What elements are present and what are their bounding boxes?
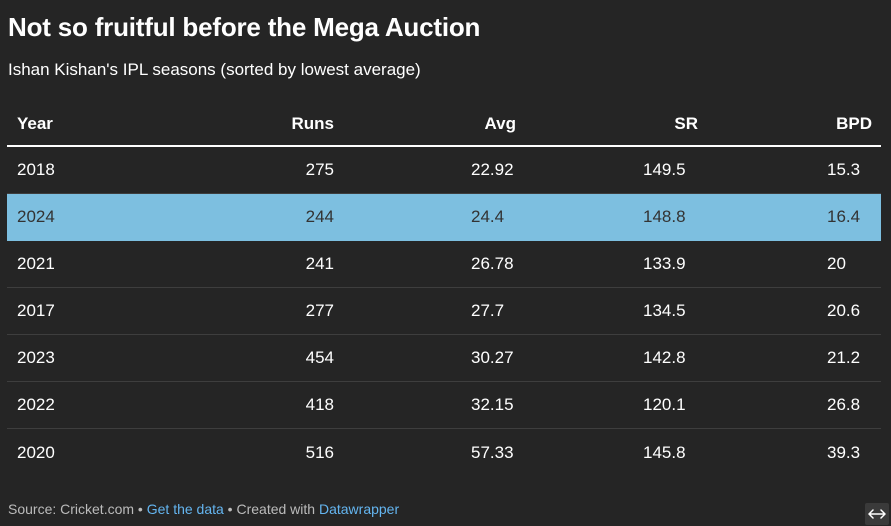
table-row-highlighted: 2024 244 24.4 148.8 16.4 xyxy=(7,194,881,241)
cell-sr: 148.8 xyxy=(643,207,686,226)
cell-bpd: 20 xyxy=(827,254,846,273)
cell-sr: 142.8 xyxy=(643,348,686,367)
cell-runs: 244 xyxy=(305,207,334,226)
column-header-avg[interactable]: Avg xyxy=(484,114,517,133)
cell-bpd: 15.3 xyxy=(827,160,861,179)
footer-separator: • xyxy=(134,501,147,517)
cell-year: 2023 xyxy=(17,348,55,367)
cell-bpd: 21.2 xyxy=(827,348,861,367)
table-row: 2021 241 26.78 133.9 20 xyxy=(7,241,881,288)
cell-avg: 22.92 xyxy=(471,160,514,179)
cell-year: 2017 xyxy=(17,301,55,320)
table-row: 2017 277 27.7 134.5 20.6 xyxy=(7,288,881,335)
cell-bpd: 16.4 xyxy=(827,207,861,226)
table-row: 2020 516 57.33 145.8 39.3 xyxy=(7,429,881,476)
cell-sr: 149.5 xyxy=(643,160,686,179)
column-header-sr[interactable]: SR xyxy=(674,114,698,133)
cell-bpd: 26.8 xyxy=(827,395,861,414)
cell-sr: 134.5 xyxy=(643,301,686,320)
cell-bpd: 20.6 xyxy=(827,301,861,320)
cell-avg: 26.78 xyxy=(471,254,514,273)
table-row: 2022 418 32.15 120.1 26.8 xyxy=(7,382,881,429)
cell-runs: 454 xyxy=(305,348,334,367)
created-with-text: Created with xyxy=(236,501,319,517)
cell-runs: 516 xyxy=(305,442,334,462)
data-table: Year Runs Avg SR BPD 2018 275 22.92 149.… xyxy=(7,103,881,476)
cell-bpd: 39.3 xyxy=(827,442,861,462)
cell-sr: 133.9 xyxy=(643,254,686,273)
column-header-runs[interactable]: Runs xyxy=(291,114,335,133)
source-text: Source: Cricket.com xyxy=(8,501,135,517)
cell-year: 2021 xyxy=(17,254,55,273)
cell-runs: 277 xyxy=(305,301,334,320)
table-header-row: Year Runs Avg SR BPD xyxy=(7,103,881,147)
cell-year: 2024 xyxy=(17,207,55,226)
cell-year: 2018 xyxy=(17,160,55,179)
table-row: 2023 454 30.27 142.8 21.2 xyxy=(7,335,881,382)
cell-avg: 32.15 xyxy=(471,395,514,414)
cell-avg: 27.7 xyxy=(471,301,505,320)
cell-runs: 275 xyxy=(305,160,334,179)
footer-separator: • xyxy=(223,501,237,517)
chart-footer: Source: Cricket.com • Get the data • Cre… xyxy=(8,501,399,517)
cell-avg: 57.33 xyxy=(471,442,514,462)
cell-avg: 30.27 xyxy=(471,348,514,367)
chart-subtitle: Ishan Kishan's IPL seasons (sorted by lo… xyxy=(8,60,421,79)
cell-year: 2022 xyxy=(17,395,55,414)
table-row: 2018 275 22.92 149.5 15.3 xyxy=(7,147,881,194)
cell-year: 2020 xyxy=(17,442,55,462)
cell-avg: 24.4 xyxy=(471,207,505,226)
datawrapper-link[interactable]: Datawrapper xyxy=(318,501,400,517)
horizontal-resize-button[interactable] xyxy=(865,503,889,525)
column-header-year[interactable]: Year xyxy=(17,114,53,133)
column-header-bpd[interactable]: BPD xyxy=(836,114,872,133)
cell-sr: 145.8 xyxy=(643,442,686,462)
horizontal-arrows-icon xyxy=(868,509,886,519)
cell-runs: 418 xyxy=(305,395,334,414)
cell-sr: 120.1 xyxy=(643,395,686,414)
cell-runs: 241 xyxy=(305,254,334,273)
chart-title: Not so fruitful before the Mega Auction xyxy=(8,12,481,42)
get-the-data-link[interactable]: Get the data xyxy=(146,501,224,517)
